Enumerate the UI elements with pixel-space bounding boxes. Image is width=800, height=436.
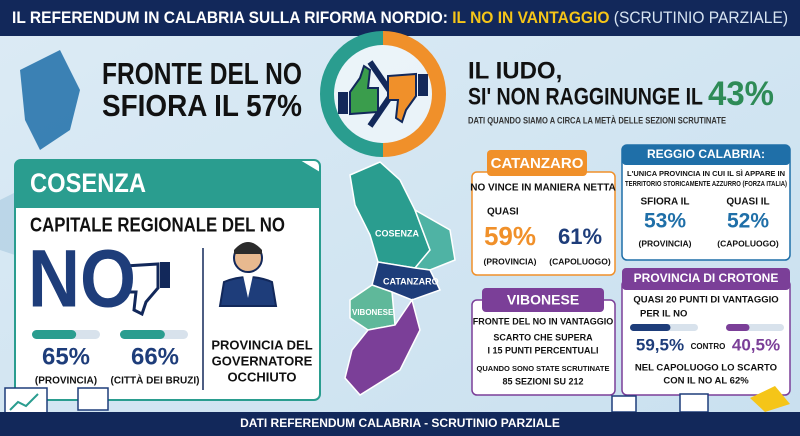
panel-header xyxy=(487,150,587,176)
stat-value: 53% xyxy=(644,210,686,233)
panel-text: SCARTO CHE SUPERA xyxy=(493,332,593,342)
panel-text: FRONTE DEL NO IN VANTAGGIO xyxy=(473,316,614,326)
stat-prefix: QUASI IL xyxy=(726,197,769,208)
map-decoration xyxy=(20,50,80,150)
title-highlight: IL NO IN VANTAGGIO xyxy=(452,8,609,27)
map-label: VIBONESE xyxy=(352,308,394,317)
headline-text: IL IUDO, xyxy=(468,57,562,84)
stat-caption: (CAPOLUOGO) xyxy=(549,256,611,266)
stat-value: 61% xyxy=(558,224,602,249)
stat-caption: (PROVINCIA) xyxy=(484,256,537,266)
vote-icon xyxy=(320,31,446,157)
headline-note: DATI QUANDO SIAMO A CIRCA LA METÀ DELLE … xyxy=(468,116,726,127)
stat-value: 59,5% xyxy=(636,335,684,354)
bar-fill xyxy=(120,330,165,339)
panel-text: L'UNICA PROVINCIA IN CUI IL SÌ APPARE IN xyxy=(627,169,785,178)
stat-value: 59% xyxy=(484,221,536,251)
panel-note: CON IL NO AL 62% xyxy=(663,376,749,387)
headline-text: SI' NON RAGGINUNGE IL xyxy=(468,83,703,110)
cosenza-panel xyxy=(14,159,321,401)
headline-text: FRONTE DEL NO xyxy=(102,56,302,91)
stat-caption: (CAPOLUOGO) xyxy=(717,238,779,248)
versus: CONTRO xyxy=(691,342,726,351)
panel-title: PROVINCIA DI CROTONE xyxy=(634,271,779,285)
stat-caption: (PROVINCIA) xyxy=(35,376,97,387)
panel-title: REGGIO CALABRIA: xyxy=(647,147,765,161)
header-bar xyxy=(0,0,800,36)
panel-header xyxy=(622,145,790,165)
big-no: NO xyxy=(28,234,136,325)
bar-fill xyxy=(630,324,671,331)
title-part: IL REFERENDUM IN CALABRIA SULLA RIFORMA … xyxy=(12,8,448,27)
bar-fill xyxy=(32,330,77,339)
headline-text: SFIORA IL 57% xyxy=(102,88,302,123)
map-label: CATANZARO xyxy=(383,276,439,286)
stat-caption: (PROVINCIA) xyxy=(639,238,692,248)
panel-text: I 15 PUNTI PERCENTUALI xyxy=(487,345,598,355)
stat-prefix: SFIORA IL xyxy=(640,197,689,208)
panel-title: COSENZA xyxy=(30,168,146,198)
bar-fill xyxy=(726,324,750,331)
stat-prefix: QUASI xyxy=(487,207,519,218)
panel-note: QUANDO SONO STATE SCRUTINATE xyxy=(477,364,610,373)
stat-value: 52% xyxy=(727,210,769,233)
calabria-map xyxy=(344,161,456,396)
panel-text: QUASI 20 PUNTI DI VANTAGGIO xyxy=(633,295,778,306)
panel-title: CATANZARO xyxy=(491,155,584,172)
panel-subtitle: NO VINCE IN MANIERA NETTA xyxy=(470,183,616,194)
title-part: (SCRUTINIO PARZIALE) xyxy=(614,8,788,27)
panel-title: VIBONESE xyxy=(507,292,579,308)
panel-header xyxy=(622,268,790,290)
panel-text: PER IL NO xyxy=(640,309,687,320)
panel-note: NEL CAPOLUOGO LO SCARTO xyxy=(635,363,777,374)
footer-text: DATI REFERENDUM CALABRIA - SCRUTINIO PAR… xyxy=(240,416,560,430)
governor-text: PROVINCIA DEL xyxy=(211,337,312,352)
map-label: COSENZA xyxy=(375,228,420,238)
governor-text: GOVERNATORE xyxy=(212,353,313,368)
panel-note: 85 SEZIONI SU 212 xyxy=(502,376,583,386)
panel-text: TERRITORIO STORICAMENTE AZZURRO (FORZA I… xyxy=(625,181,787,188)
decoration xyxy=(4,386,790,415)
headline-value: 43% xyxy=(708,75,774,113)
header-title: IL REFERENDUM IN CALABRIA SULLA RIFORMA … xyxy=(12,8,788,27)
stat-value: 66% xyxy=(131,343,179,370)
footer-bar xyxy=(0,412,800,436)
stat-value: 65% xyxy=(42,343,90,370)
stat-caption: (CITTÀ DEI BRUZI) xyxy=(111,374,200,387)
panel-subtitle: CAPITALE REGIONALE DEL NO xyxy=(30,214,285,236)
stat-value: 40,5% xyxy=(732,335,780,354)
panel-header xyxy=(482,288,604,312)
governor-text: OCCHIUTO xyxy=(227,369,296,384)
